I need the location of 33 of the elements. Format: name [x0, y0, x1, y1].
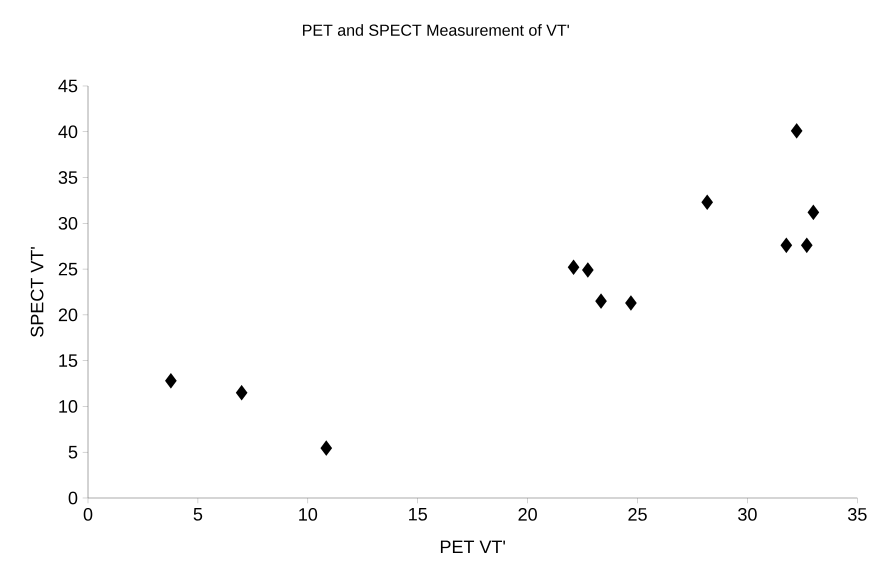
y-tick-label: 40	[58, 125, 78, 138]
point	[595, 294, 607, 309]
y-tick-label: 10	[59, 400, 78, 413]
x-tick-label: 25	[628, 508, 647, 521]
x-tick-label: 5	[194, 508, 202, 521]
y-axis-title: SPECT VT'	[30, 247, 44, 337]
point	[582, 262, 594, 278]
y-tick-label: 15	[59, 354, 78, 367]
x-tick-label: 15	[409, 508, 427, 521]
chart-title: PET and SPECT Measurement of VT'	[303, 24, 569, 36]
point	[780, 238, 792, 253]
point	[320, 440, 332, 456]
point	[701, 194, 713, 210]
x-tick-label: 10	[299, 508, 318, 521]
point	[625, 295, 637, 311]
x-axis-title: PET VT'	[440, 540, 505, 553]
y-tick-label: 25	[58, 262, 78, 276]
point	[808, 204, 820, 220]
y-tick-label: 45	[58, 80, 78, 92]
x-tick-label: 35	[848, 508, 867, 521]
y-tick-label: 30	[58, 216, 78, 230]
point	[790, 123, 802, 138]
point	[165, 373, 177, 388]
x-tick-label: 20	[518, 508, 537, 521]
y-tick-label: 0	[68, 492, 78, 504]
x-tick-label: 30	[738, 508, 757, 521]
x-tick-label: 0	[84, 508, 92, 521]
y-tick-label: 5	[68, 446, 78, 458]
y-tick-label: 20	[58, 308, 78, 322]
y-tick-label: 35	[58, 171, 78, 184]
point	[236, 385, 248, 400]
point	[568, 260, 580, 275]
point	[801, 238, 813, 253]
